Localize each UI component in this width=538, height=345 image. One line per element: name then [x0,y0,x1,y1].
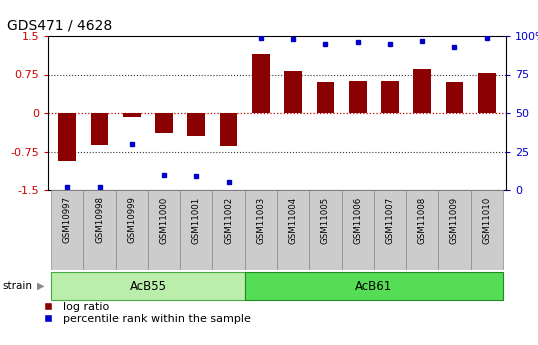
Bar [180,190,213,270]
Bar [91,113,109,145]
Bar [471,190,503,270]
Bar [309,190,342,270]
Bar [413,69,431,113]
Text: GSM11002: GSM11002 [224,196,233,244]
Text: GSM11008: GSM11008 [417,196,427,244]
Bar [438,190,471,270]
Bar [51,272,245,300]
Bar [188,113,205,136]
Text: GDS471 / 4628: GDS471 / 4628 [7,18,112,32]
Text: GSM10998: GSM10998 [95,196,104,244]
Legend: log ratio, percentile rank within the sample: log ratio, percentile rank within the sa… [37,302,251,324]
Bar [381,81,399,113]
Bar [374,190,406,270]
Bar [245,190,277,270]
Text: GSM11009: GSM11009 [450,196,459,244]
Text: GSM11006: GSM11006 [353,196,362,244]
Bar [116,190,148,270]
Text: GSM10999: GSM10999 [128,196,136,243]
Text: GSM11000: GSM11000 [160,196,168,244]
Bar [213,190,245,270]
Bar [342,190,374,270]
Bar [277,190,309,270]
Text: ▶: ▶ [37,281,44,291]
Bar [245,272,503,300]
Text: GSM11007: GSM11007 [385,196,394,244]
Bar [148,190,180,270]
Bar [445,82,463,113]
Text: GSM11001: GSM11001 [192,196,201,244]
Bar [155,113,173,132]
Bar [406,190,438,270]
Text: AcB61: AcB61 [355,279,392,293]
Bar [220,113,237,146]
Bar [83,190,116,270]
Bar [316,82,334,113]
Bar [349,81,366,113]
Bar [284,71,302,113]
Bar [59,113,76,161]
Bar [123,113,141,117]
Text: GSM11005: GSM11005 [321,196,330,244]
Text: GSM10997: GSM10997 [63,196,72,244]
Text: AcB55: AcB55 [130,279,166,293]
Bar [51,190,83,270]
Bar [252,54,270,113]
Bar [478,73,495,113]
Text: GSM11003: GSM11003 [257,196,265,244]
Text: strain: strain [3,281,33,291]
Text: GSM11010: GSM11010 [482,196,491,244]
Text: GSM11004: GSM11004 [288,196,298,244]
